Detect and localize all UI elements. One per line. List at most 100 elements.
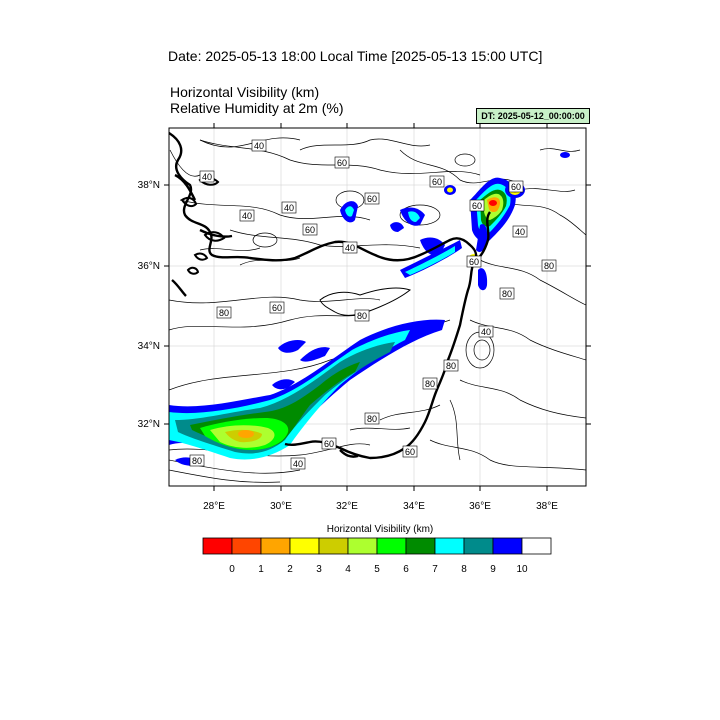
contour-label-text: 40 — [293, 459, 303, 469]
contour-label: 60 — [269, 301, 285, 314]
legend-tick-label: 9 — [490, 564, 496, 575]
legend-swatch — [521, 537, 552, 555]
contour-label: 80 — [189, 454, 205, 467]
contour-label-text: 40 — [284, 203, 294, 213]
contour-label-text: 60 — [405, 447, 415, 457]
contour-label: 80 — [364, 412, 380, 425]
contour-label: 40 — [199, 170, 215, 183]
contour-label-text: 80 — [544, 261, 554, 271]
contour-label: 60 — [402, 445, 418, 458]
lat-tick-label: 32°N — [138, 419, 160, 430]
variable-title: Horizontal Visibility (km) Relative Humi… — [170, 84, 344, 116]
contour-label: 60 — [364, 192, 380, 205]
plot-frame — [168, 127, 587, 487]
contour-label-text: 60 — [272, 303, 282, 313]
legend-labels: 0 1 2 3 4 5 6 7 8 9 10 — [229, 564, 528, 575]
contour-label: 60 — [302, 223, 318, 236]
contour-label: 40 — [342, 241, 358, 254]
coastline-thin — [319, 287, 412, 316]
legend-swatch — [405, 537, 436, 555]
contour-label: 40 — [478, 325, 494, 338]
lat-tick-label: 36°N — [138, 261, 160, 272]
contour-label: 80 — [422, 377, 438, 390]
tick-marks — [164, 123, 591, 491]
legend-swatch — [202, 537, 233, 555]
legend-tick-label: 0 — [229, 564, 235, 575]
contour-label: 60 — [321, 437, 337, 450]
legend-swatch — [231, 537, 262, 555]
legend-swatch — [434, 537, 465, 555]
contour-label-text: 40 — [202, 172, 212, 182]
legend-swatch — [463, 537, 494, 555]
legend-swatch — [260, 537, 291, 555]
contour-label-text: 80 — [425, 379, 435, 389]
contour-label: 40 — [281, 201, 297, 214]
contour-label-text: 80 — [502, 289, 512, 299]
contour-label-text: 60 — [511, 182, 521, 192]
dt-badge: DT: 2025-05-12_00:00:00 — [476, 108, 590, 124]
contour-label-text: 80 — [219, 308, 229, 318]
legend-swatch — [318, 537, 349, 555]
contour-label-text: 80 — [357, 311, 367, 321]
coastline — [169, 131, 492, 460]
contour-label: 80 — [541, 259, 557, 272]
axis-tick-labels: 28°E 30°E 32°E 34°E 36°E 38°E 32°N 34°N … — [138, 180, 559, 512]
contour-label: 40 — [512, 225, 528, 238]
contour-label-text: 60 — [469, 257, 479, 267]
contour-label: 60 — [466, 255, 482, 268]
contour-label-text: 80 — [446, 361, 456, 371]
lon-tick-label: 32°E — [336, 501, 358, 512]
legend-tick-label: 6 — [403, 564, 409, 575]
legend-swatch — [492, 537, 523, 555]
contour-label-text: 60 — [472, 201, 482, 211]
legend-color-bar — [202, 537, 552, 555]
contour-label: 60 — [508, 180, 524, 193]
contour-label-text: 40 — [481, 327, 491, 337]
legend-swatch — [289, 537, 320, 555]
lon-tick-label: 36°E — [469, 501, 491, 512]
lon-tick-label: 30°E — [270, 501, 292, 512]
legend-tick-label: 10 — [516, 564, 528, 575]
contour-label: 60 — [429, 175, 445, 188]
legend-swatch — [347, 537, 378, 555]
contour-label: 80 — [216, 306, 232, 319]
visibility-fields — [169, 152, 570, 466]
legend-title: Horizontal Visibility (km) — [326, 524, 434, 535]
legend-tick-label: 4 — [345, 564, 351, 575]
lon-tick-label: 28°E — [203, 501, 225, 512]
contour-label-text: 60 — [305, 225, 315, 235]
contour-label: 40 — [290, 457, 306, 470]
legend-tick-label: 5 — [374, 564, 380, 575]
contour-label-text: 40 — [345, 243, 355, 253]
contour-label-text: 60 — [432, 177, 442, 187]
contour-label: 80 — [443, 359, 459, 372]
visibility-title: Horizontal Visibility (km) — [170, 84, 320, 100]
contour-label: 80 — [354, 309, 370, 322]
legend-tick-label: 1 — [258, 564, 264, 575]
lat-tick-label: 38°N — [138, 180, 160, 191]
contour-label: 40 — [251, 139, 267, 152]
contour-label-text: 40 — [242, 211, 252, 221]
contour-labels: 40 40 60 40 40 60 60 60 40 80 60 60 40 80 80 60 40 80 80 60… — [189, 139, 557, 470]
legend-tick-label: 8 — [461, 564, 467, 575]
contour-label-text: 80 — [192, 456, 202, 466]
contour-label-text: 40 — [515, 227, 525, 237]
humidity-title: Relative Humidity at 2m (%) — [170, 100, 344, 116]
lon-tick-label: 34°E — [403, 501, 425, 512]
humidity-contours — [169, 137, 586, 483]
legend-swatch — [376, 537, 407, 555]
lon-tick-label: 38°E — [536, 501, 558, 512]
contour-label: 60 — [334, 156, 350, 169]
map-plot-area — [169, 128, 586, 486]
contour-label-text: 40 — [254, 141, 264, 151]
contour-label-text: 80 — [367, 414, 377, 424]
contour-label-text: 60 — [324, 439, 334, 449]
contour-label: 80 — [499, 287, 515, 300]
legend-tick-label: 7 — [432, 564, 438, 575]
legend-tick-label: 2 — [287, 564, 293, 575]
legend-tick-label: 3 — [316, 564, 322, 575]
contour-label-text: 60 — [367, 194, 377, 204]
lat-tick-label: 34°N — [138, 341, 160, 352]
date-title: Date: 2025-05-13 18:00 Local Time [2025-… — [168, 48, 543, 64]
